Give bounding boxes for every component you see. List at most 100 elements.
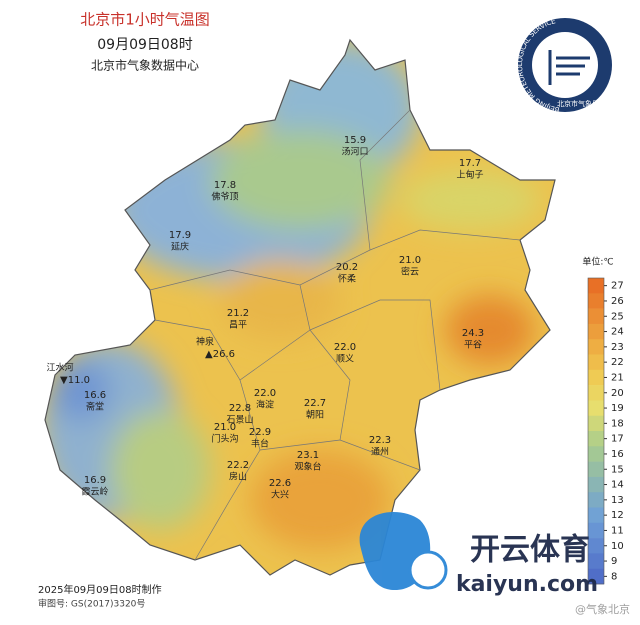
legend-cell — [588, 293, 604, 309]
legend-cell — [588, 415, 604, 432]
station-value: 22.7 — [304, 398, 326, 409]
station-value: 26.6 — [213, 349, 235, 360]
title: 北京市1小时气温图 — [80, 11, 210, 29]
station-value: 22.2 — [227, 460, 249, 471]
station-name: 上甸子 — [456, 169, 483, 181]
legend-tick-label: 25 — [611, 311, 624, 322]
station-value: 16.9 — [84, 475, 106, 486]
legend-cell — [588, 323, 604, 340]
legend-cell — [588, 553, 604, 569]
station-name: 大兴 — [271, 489, 289, 501]
legend-cell — [588, 339, 604, 355]
legend-cell — [588, 476, 604, 493]
station-value: 16.6 — [84, 390, 106, 401]
station-value: 11.0 — [68, 375, 90, 386]
station-value: 20.2 — [336, 262, 358, 273]
station-value: 21.2 — [227, 308, 249, 319]
station-name: 顺义 — [336, 354, 354, 365]
station-name: 朝阳 — [306, 410, 324, 421]
watermark: 开云体育 kaiyun.com @气象北京 — [359, 512, 630, 616]
station-value: 22.8 — [229, 403, 251, 414]
legend-tick-label: 13 — [611, 495, 624, 506]
station-value: 22.9 — [249, 427, 271, 438]
station-value: 24.3 — [462, 328, 484, 339]
time: 09月09日08时 — [97, 37, 192, 53]
legend-tick-label: 12 — [611, 510, 624, 521]
legend-cell — [588, 369, 604, 386]
station-label: ▲26.6 — [205, 349, 235, 360]
legend-frame — [587, 277, 605, 585]
watermark-domain: kaiyun.com — [456, 572, 598, 597]
legend-tick-label: 27 — [611, 281, 624, 292]
legend-cell — [588, 308, 604, 325]
station-name: 平谷 — [464, 340, 482, 351]
station-value: 22.0 — [254, 388, 276, 399]
legend-cell — [588, 492, 604, 508]
legend-cell — [588, 461, 604, 478]
legend-cell — [588, 431, 604, 447]
station-name: 通州 — [371, 447, 389, 458]
station-name: 斋堂 — [86, 401, 104, 413]
station-value: 23.1 — [297, 450, 319, 461]
station-value: 15.9 — [344, 135, 366, 146]
station-name: 密云 — [401, 266, 419, 278]
footer-approval: 审图号: GS(2017)3320号 — [38, 598, 145, 610]
logo: BEIJING METEOROLOGICAL SERVICE 北京市气象局 — [516, 17, 612, 114]
legend-tick-label: 21 — [611, 372, 624, 383]
legend-cell — [588, 400, 604, 416]
station-marker: ▲ — [205, 349, 213, 360]
station-name: 海淀 — [256, 399, 274, 411]
station-name: 门头沟 — [211, 433, 238, 445]
legend-tick-label: 9 — [611, 556, 617, 567]
legend-tick-label: 14 — [611, 480, 624, 491]
legend-cell — [588, 446, 604, 462]
legend-tick-label: 15 — [611, 464, 624, 475]
legend-cell — [588, 568, 604, 585]
station-value: 21.0 — [214, 422, 236, 433]
watermark-account: @气象北京 — [575, 602, 630, 616]
legend-cell — [588, 354, 604, 371]
legend-tick-label: 16 — [611, 449, 624, 460]
legend-cell — [588, 385, 604, 401]
station-value: 21.0 — [399, 255, 421, 266]
station-name: 神泉 — [196, 336, 214, 348]
station-name: 石景山 — [226, 415, 253, 426]
station-value: 22.0 — [334, 342, 356, 353]
station-name: 佛爷顶 — [211, 191, 238, 203]
watermark-brand: 开云体育 — [470, 533, 590, 568]
legend-tick-label: 23 — [611, 342, 624, 353]
legend-tick-label: 10 — [611, 541, 624, 552]
station-value: 17.9 — [169, 230, 191, 241]
source: 北京市气象数据中心 — [91, 58, 199, 73]
station-name: 昌平 — [229, 320, 247, 331]
station-label: ▼11.0 — [60, 375, 90, 386]
legend-tick-label: 8 — [611, 571, 617, 582]
logo-name: 北京市气象局 — [557, 99, 599, 108]
station-name: 房山 — [229, 471, 247, 483]
legend-cell — [588, 278, 604, 294]
legend-cell — [588, 538, 604, 554]
station-value: 17.8 — [214, 180, 236, 191]
footer-made: 2025年09月09日08时制作 — [38, 583, 162, 596]
legend-tick-label: 19 — [611, 403, 624, 414]
legend-tick-label: 26 — [611, 296, 624, 307]
station-marker: ▼ — [60, 375, 68, 386]
station-name: 霞云岭 — [81, 486, 108, 498]
legend: 27 26 25 24 23 22 21 20 19 18 17 16 15 14 13 12 11 10 9 8 — [587, 277, 624, 585]
station-name: 江水河 — [46, 362, 73, 374]
legend-tick-label: 24 — [611, 327, 624, 338]
station-value: 22.6 — [269, 478, 291, 489]
district-borders — [149, 109, 521, 561]
legend-cell — [588, 522, 604, 539]
legend-tick-label: 17 — [611, 434, 624, 445]
stations: 15.9汤河口17.7上甸子17.8佛爷顶17.9延庆21.0密云20.2怀柔2… — [46, 135, 484, 501]
legend-cell — [588, 507, 604, 524]
station-name: 汤河口 — [341, 146, 368, 158]
station-name: 丰台 — [251, 438, 269, 450]
legend-tick-label: 22 — [611, 357, 624, 368]
station-value: 22.3 — [369, 435, 391, 446]
station-value: 17.7 — [459, 158, 481, 169]
station-name: 怀柔 — [338, 273, 356, 285]
station-name: 观象台 — [294, 461, 321, 473]
